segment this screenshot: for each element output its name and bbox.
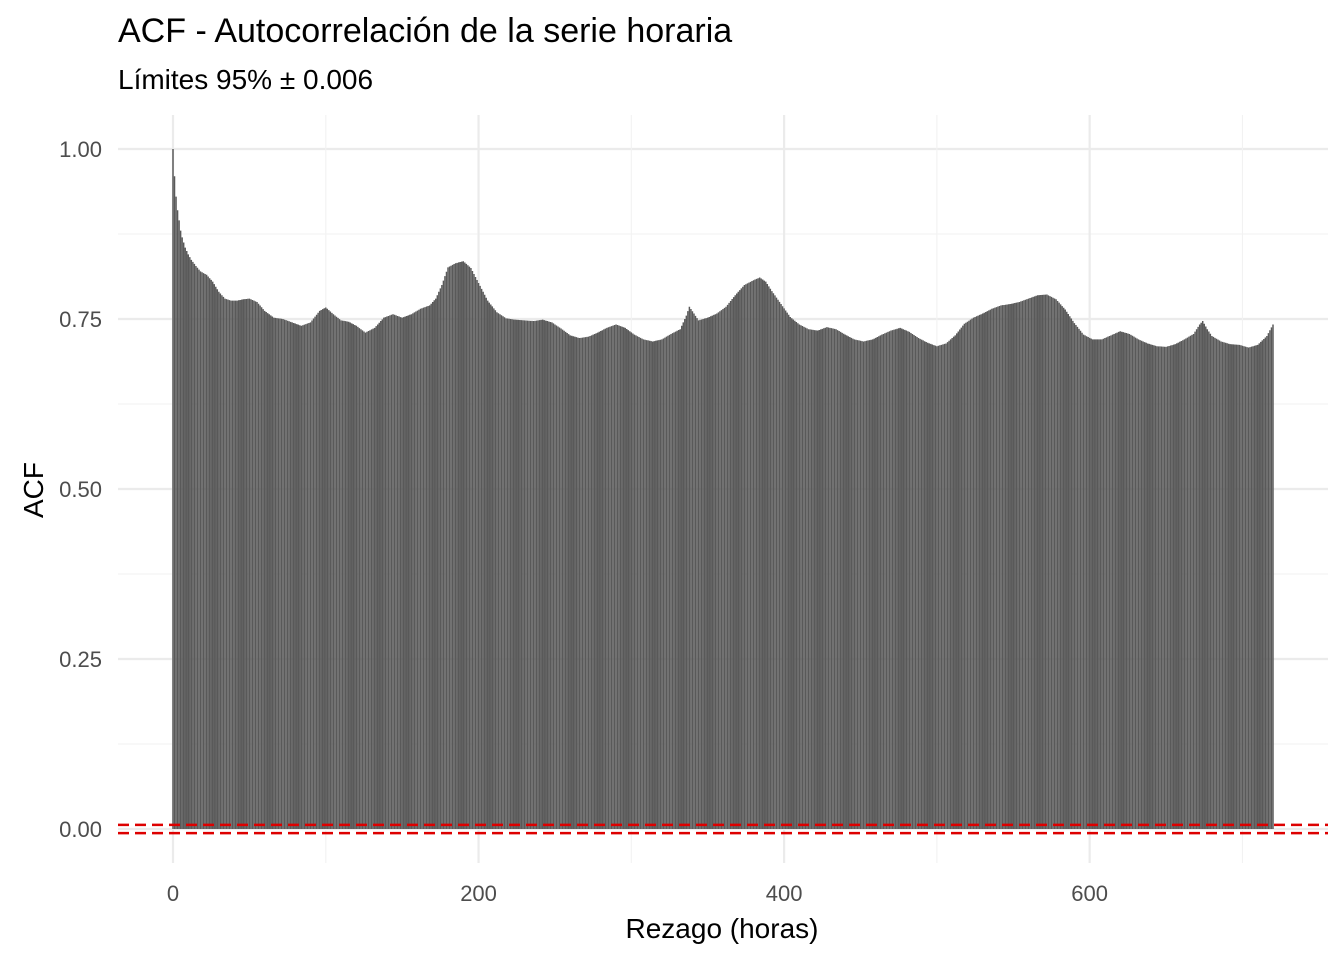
chart-title: ACF - Autocorrelación de la serie horari… — [118, 12, 733, 50]
y-axis-title: ACF — [18, 462, 49, 518]
y-tick-label: 0.75 — [59, 307, 102, 332]
y-tick-label: 1.00 — [59, 137, 102, 162]
x-tick-label: 200 — [460, 881, 497, 906]
x-tick-label: 400 — [766, 881, 803, 906]
confidence-limits — [118, 823, 1328, 835]
x-axis-title: Rezago (horas) — [626, 913, 819, 944]
chart-subtitle: Límites 95% ± 0.006 — [118, 64, 374, 95]
acf-bars — [172, 149, 1274, 829]
x-tick-label: 600 — [1071, 881, 1108, 906]
y-tick-label: 0.00 — [59, 817, 102, 842]
axis-ticks: 0.00 0.25 0.50 0.75 1.00 0 200 400 600 — [59, 137, 1108, 906]
y-tick-label: 0.50 — [59, 477, 102, 502]
y-tick-label: 0.25 — [59, 647, 102, 672]
x-tick-label: 0 — [167, 881, 179, 906]
